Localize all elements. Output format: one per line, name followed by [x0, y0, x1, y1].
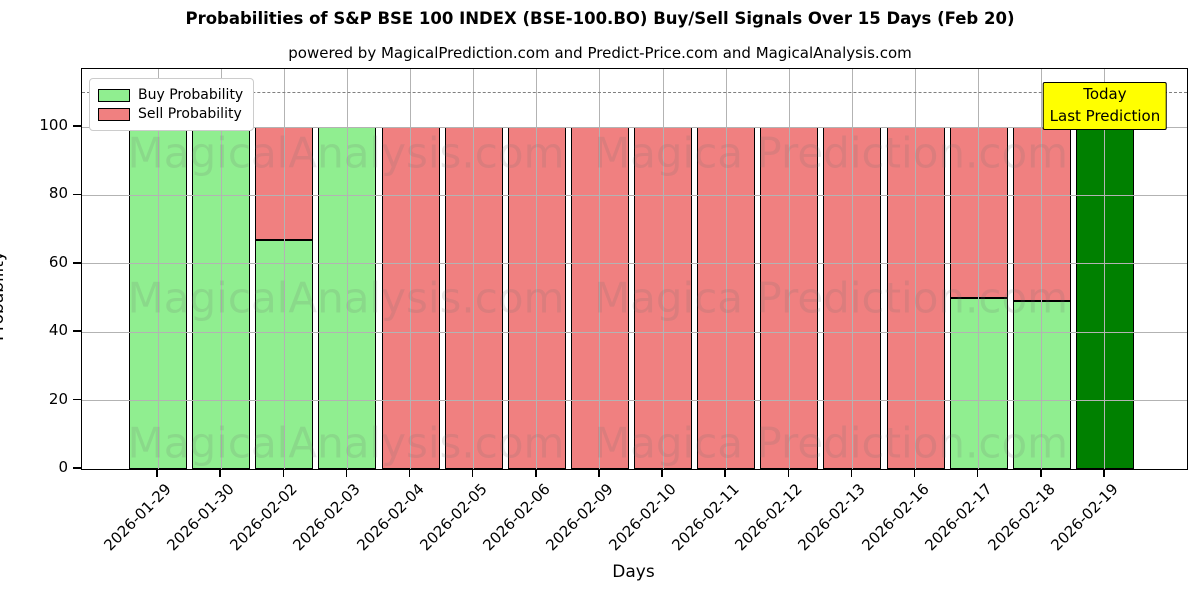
x-tick-mark — [156, 469, 158, 477]
watermark-text: MagicalAnalysis.com — [127, 128, 565, 178]
y-tick-mark — [73, 467, 81, 469]
legend-label-sell: Sell Probability — [138, 106, 242, 122]
gridline-horizontal — [82, 400, 1187, 402]
x-tick-label: 2026-01-29 — [100, 480, 175, 555]
gridline-vertical — [157, 69, 159, 469]
x-tick-mark — [471, 469, 474, 477]
chart-subtitle: powered by MagicalPrediction.com and Pre… — [288, 44, 912, 62]
legend-label-buy: Buy Probability — [138, 87, 244, 103]
watermark-text: MagicalAnalysis.com — [127, 273, 565, 323]
annotation-line-1: Today — [1083, 85, 1127, 103]
x-axis-label: Days — [612, 562, 655, 582]
gridline-vertical — [1041, 69, 1043, 469]
watermark-text: Magica Prediction.com — [593, 273, 1069, 323]
gridline-vertical — [788, 69, 790, 469]
gridline-horizontal — [82, 195, 1187, 196]
x-tick-mark — [535, 469, 537, 477]
sell-color-swatch — [98, 107, 130, 121]
x-tick-mark — [724, 469, 726, 477]
gridline-vertical — [851, 69, 853, 469]
plot-area: Buy Probability Sell Probability Today L… — [81, 68, 1188, 470]
chart-title: Probabilities of S&P BSE 100 INDEX (BSE-… — [185, 9, 1015, 28]
y-tick-label: 0 — [58, 458, 68, 476]
y-tick-label: 100 — [39, 116, 68, 135]
x-tick-mark — [282, 469, 284, 477]
buy-color-swatch — [98, 88, 130, 102]
watermark-text: Magica Prediction.com — [593, 128, 1069, 178]
gridline-vertical — [536, 69, 538, 469]
watermark-text: Magica Prediction.com — [593, 418, 1069, 468]
y-tick-mark — [73, 193, 81, 196]
x-tick-mark — [913, 469, 916, 477]
y-tick-mark — [73, 330, 81, 332]
gridline-vertical — [915, 69, 917, 469]
gridline-vertical — [725, 69, 727, 469]
x-tick-mark — [850, 469, 853, 477]
gridline-vertical — [599, 69, 601, 469]
legend-item-buy: Buy Probability — [98, 87, 243, 103]
y-tick-label: 60 — [48, 252, 68, 271]
gridline-horizontal — [82, 126, 1187, 128]
legend-item-sell: Sell Probability — [98, 106, 243, 122]
x-tick-mark — [976, 469, 979, 477]
legend: Buy Probability Sell Probability — [89, 78, 255, 131]
y-tick-mark — [73, 262, 81, 264]
gridline-vertical — [410, 69, 412, 469]
gridline-vertical — [220, 69, 222, 469]
x-tick-mark — [219, 469, 221, 477]
gridline-vertical — [346, 69, 348, 469]
x-tick-mark — [1103, 469, 1105, 477]
y-tick-label: 80 — [48, 184, 68, 203]
gridline-vertical — [1104, 69, 1106, 469]
gridline-horizontal — [82, 331, 1187, 333]
watermark-text: MagicalAnalysis.com — [127, 418, 565, 468]
x-tick-mark — [1040, 469, 1042, 477]
x-tick-mark — [787, 469, 790, 477]
y-axis-label: Probability — [0, 251, 8, 341]
y-tick-mark — [73, 125, 81, 127]
x-tick-mark — [661, 469, 663, 477]
gridline-vertical — [283, 69, 285, 469]
gridline-vertical — [978, 69, 980, 469]
y-tick-mark — [73, 398, 81, 401]
dashed-threshold-line — [82, 91, 1187, 93]
gridline-horizontal — [82, 263, 1187, 265]
gridline-vertical — [473, 69, 475, 469]
x-tick-mark — [408, 469, 411, 477]
x-tick-mark — [598, 469, 600, 477]
annotation-line-2: Last Prediction — [1049, 106, 1161, 125]
y-tick-label: 40 — [48, 321, 68, 340]
x-tick-mark — [345, 469, 348, 477]
gridline-vertical — [662, 69, 664, 469]
today-annotation: Today Last Prediction — [1042, 82, 1168, 130]
y-tick-label: 20 — [48, 389, 68, 408]
